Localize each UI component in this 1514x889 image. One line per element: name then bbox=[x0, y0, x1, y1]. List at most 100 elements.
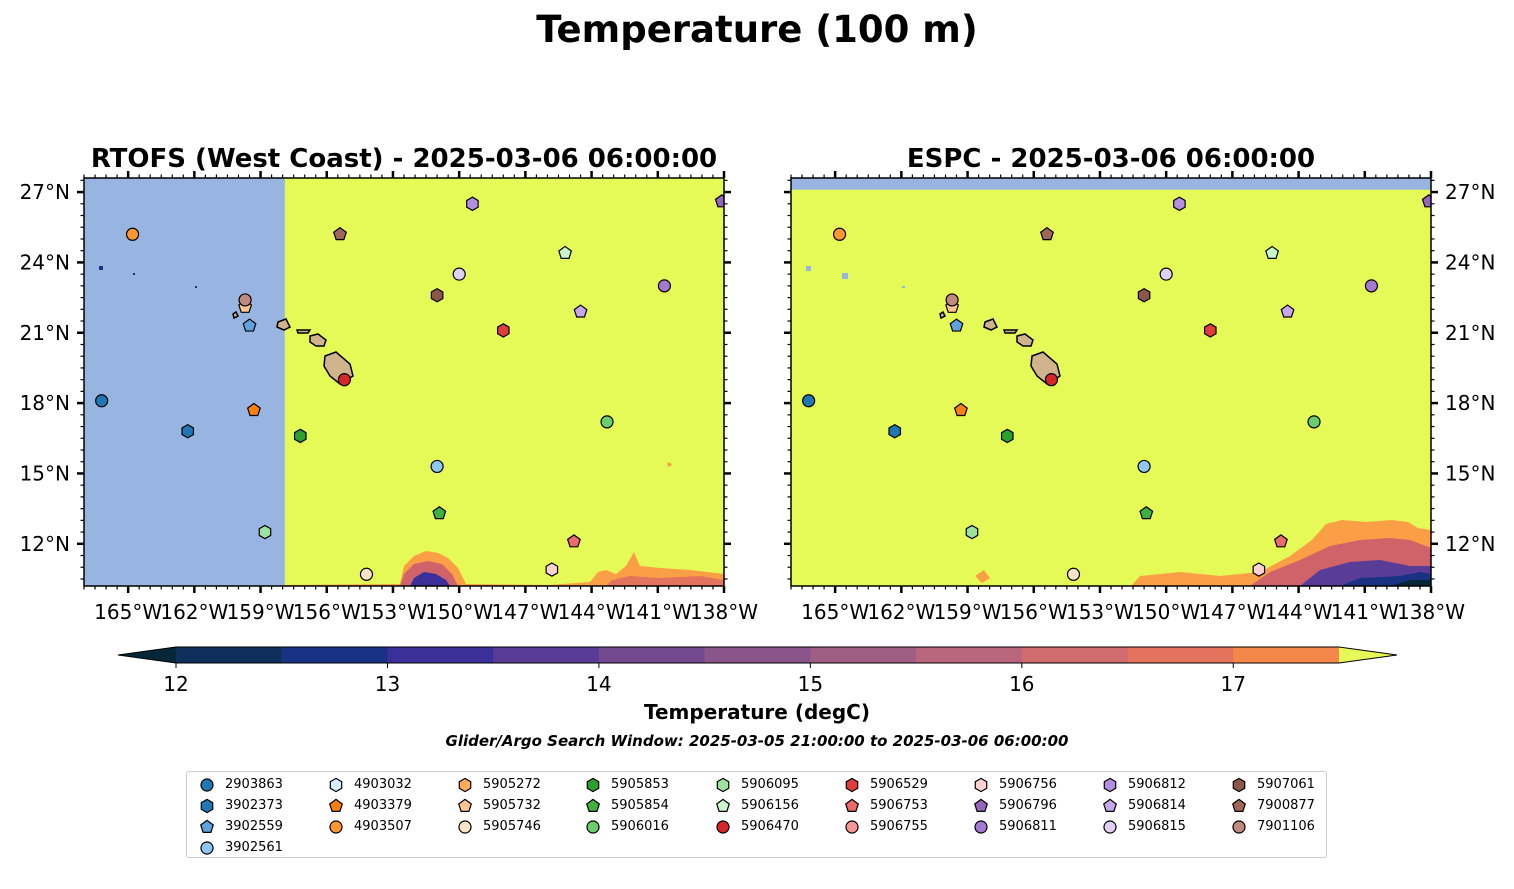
legend-marker bbox=[329, 798, 343, 812]
float-marker-3902373 bbox=[888, 423, 902, 439]
legend-marker bbox=[974, 798, 988, 812]
legend-label: 5905732 bbox=[483, 798, 541, 813]
legend-label: 5907061 bbox=[1257, 777, 1315, 792]
legend-marker bbox=[329, 820, 343, 834]
circle-marker-icon bbox=[1103, 820, 1117, 834]
float-marker-5906753 bbox=[566, 534, 581, 548]
float-marker-3902561 bbox=[430, 459, 444, 474]
legend-marker bbox=[974, 777, 988, 793]
colorbar-extend-high bbox=[1339, 647, 1397, 663]
legend-marker bbox=[200, 798, 214, 814]
float-marker-5907061 bbox=[430, 287, 444, 303]
colorbar-band bbox=[1021, 647, 1129, 663]
x-tick-label: 141°W bbox=[1331, 600, 1399, 624]
float-marker-5905746 bbox=[1066, 567, 1081, 581]
legend-item-5906812: 5906812 bbox=[1102, 777, 1186, 793]
hexagon-marker-icon bbox=[329, 777, 343, 793]
legend-marker bbox=[845, 798, 859, 812]
y-axis: 27°N 24°N 21°N 18°N 15°N 12°N bbox=[784, 179, 1495, 580]
float-marker-5906811 bbox=[1364, 279, 1379, 293]
legend-item-4903379: 4903379 bbox=[328, 798, 412, 814]
y-tick-label: 24°N bbox=[1445, 250, 1495, 274]
legend-label: 7900877 bbox=[1257, 798, 1315, 813]
y-tick-label: 27°N bbox=[20, 180, 70, 204]
y-axis: 27°N 24°N 21°N 18°N 15°N 12°N bbox=[20, 179, 731, 580]
x-tick-label: 138°W bbox=[1397, 600, 1465, 624]
small-islands bbox=[99, 266, 197, 288]
hexagon-marker-icon bbox=[458, 777, 472, 793]
float-marker-5906016 bbox=[1307, 415, 1321, 429]
legend-label: 5906756 bbox=[999, 777, 1057, 792]
float-marker-7900877 bbox=[1040, 226, 1054, 241]
legend-item-5905853: 5905853 bbox=[585, 777, 669, 793]
legend-item-5906470: 5906470 bbox=[715, 819, 799, 835]
float-marker-5906156 bbox=[558, 245, 573, 259]
float-marker-4903507 bbox=[125, 227, 140, 241]
cool-water-contours bbox=[975, 520, 1431, 586]
colorbar-band bbox=[493, 647, 600, 663]
x-tick-label: 162°W bbox=[160, 600, 228, 624]
legend-label: 5905272 bbox=[483, 777, 541, 792]
legend-marker bbox=[1103, 798, 1117, 812]
colorbar-band bbox=[1127, 647, 1234, 663]
legend-marker bbox=[1103, 777, 1117, 793]
legend-marker bbox=[586, 798, 600, 812]
float-marker-7901106 bbox=[945, 293, 959, 307]
legend-item-4903507: 4903507 bbox=[328, 819, 412, 835]
search-window-text: Glider/Argo Search Window: 2025-03-05 21… bbox=[446, 732, 1069, 750]
legend-item-5906156: 5906156 bbox=[715, 798, 799, 814]
y-tick-label: 21°N bbox=[1445, 321, 1495, 345]
legend-item-5906815: 5906815 bbox=[1102, 819, 1186, 835]
no-data-region bbox=[791, 178, 1431, 190]
hexagon-marker-icon bbox=[974, 777, 988, 793]
no-data-region bbox=[84, 178, 285, 586]
float-marker-5906811 bbox=[657, 279, 672, 293]
colorbar-band bbox=[281, 647, 388, 663]
circle-marker-icon bbox=[458, 820, 472, 834]
pentagon-marker-icon bbox=[458, 798, 472, 812]
circle-marker-icon bbox=[716, 820, 730, 834]
legend-label: 2903863 bbox=[225, 777, 283, 792]
x-tick-label: 159°W bbox=[227, 600, 295, 624]
legend-item-5907061: 5907061 bbox=[1231, 777, 1315, 793]
legend-label: 5905746 bbox=[483, 819, 541, 834]
x-tick-label: 162°W bbox=[867, 600, 935, 624]
float-marker-5906095 bbox=[965, 524, 979, 540]
float-marker-4903507 bbox=[832, 227, 847, 241]
legend-label: 5906755 bbox=[870, 819, 928, 834]
float-marker-5905853 bbox=[1000, 428, 1014, 444]
float-marker-5906814 bbox=[573, 304, 588, 318]
legend-label: 5906156 bbox=[741, 798, 799, 813]
legend-item-3902373: 3902373 bbox=[199, 798, 283, 814]
hexagon-marker-icon bbox=[200, 798, 214, 814]
x-tick-label: 156°W bbox=[293, 600, 361, 624]
x-tick-label: 147°W bbox=[1198, 600, 1266, 624]
figure-title: Temperature (100 m) bbox=[536, 8, 978, 51]
legend-marker bbox=[1232, 820, 1246, 834]
legend-marker bbox=[716, 777, 730, 793]
colorbar-band bbox=[176, 647, 283, 663]
legend-marker bbox=[1232, 798, 1246, 812]
circle-marker-icon bbox=[845, 820, 859, 834]
y-tick-label: 18°N bbox=[1445, 391, 1495, 415]
legend-item-4903032: 4903032 bbox=[328, 777, 412, 793]
y-tick-label: 21°N bbox=[20, 321, 70, 345]
colorbar-tick-label: 13 bbox=[375, 672, 400, 696]
legend-item-2903863: 2903863 bbox=[199, 777, 283, 793]
float-marker-3902559 bbox=[949, 318, 964, 332]
legend-item-5905854: 5905854 bbox=[585, 798, 669, 814]
legend-label: 3902561 bbox=[225, 840, 283, 855]
float-marker-5906156 bbox=[1265, 245, 1280, 259]
x-tick-label: 150°W bbox=[1132, 600, 1200, 624]
hexagon-marker-icon bbox=[845, 777, 859, 793]
float-marker-4903379 bbox=[246, 402, 261, 417]
legend-label: 5906812 bbox=[1128, 777, 1186, 792]
small-islands bbox=[806, 266, 905, 288]
legend-item-5906529: 5906529 bbox=[844, 777, 928, 793]
legend-label: 5906470 bbox=[741, 819, 799, 834]
legend-label: 7901106 bbox=[1257, 819, 1315, 834]
legend-item-7901106: 7901106 bbox=[1231, 819, 1315, 835]
legend-label: 3902373 bbox=[225, 798, 283, 813]
legend-label: 5906529 bbox=[870, 777, 928, 792]
legend-label: 5906815 bbox=[1128, 819, 1186, 834]
